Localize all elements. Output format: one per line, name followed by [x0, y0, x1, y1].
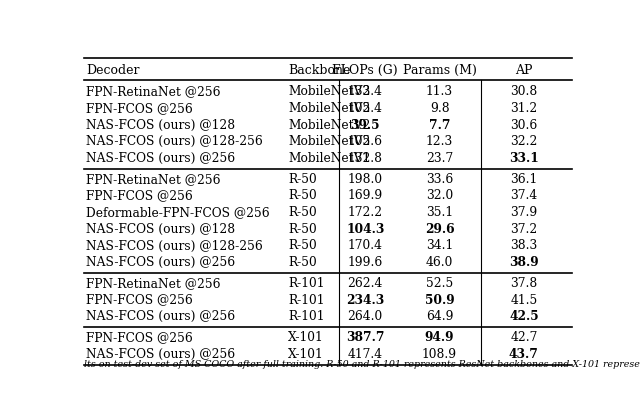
- Text: NAS-FCOS (ours) @128: NAS-FCOS (ours) @128: [86, 119, 236, 132]
- Text: Decoder: Decoder: [86, 64, 140, 77]
- Text: R-101: R-101: [288, 310, 325, 323]
- Text: 32.2: 32.2: [510, 135, 538, 149]
- Text: R-50: R-50: [288, 173, 317, 186]
- Text: Params (M): Params (M): [403, 64, 477, 77]
- Text: 37.2: 37.2: [510, 223, 538, 236]
- Text: FPN-FCOS @256: FPN-FCOS @256: [86, 331, 193, 344]
- Text: 387.7: 387.7: [346, 331, 385, 344]
- Text: 33.6: 33.6: [426, 173, 453, 186]
- Text: 198.0: 198.0: [348, 173, 383, 186]
- Text: 172.2: 172.2: [348, 206, 383, 219]
- Text: NAS-FCOS (ours) @256: NAS-FCOS (ours) @256: [86, 310, 236, 323]
- Text: MobileNetV2: MobileNetV2: [288, 152, 371, 165]
- Text: 37.4: 37.4: [510, 189, 538, 203]
- Text: 23.7: 23.7: [426, 152, 453, 165]
- Text: 32.0: 32.0: [426, 189, 453, 203]
- Text: 105.4: 105.4: [348, 102, 383, 115]
- Text: 12.3: 12.3: [426, 135, 453, 149]
- Text: 7.7: 7.7: [429, 119, 451, 132]
- Text: 36.1: 36.1: [510, 173, 538, 186]
- Text: 46.0: 46.0: [426, 256, 453, 269]
- Text: MobileNetV2: MobileNetV2: [288, 135, 371, 149]
- Text: FPN-FCOS @256: FPN-FCOS @256: [86, 294, 193, 307]
- Text: R-101: R-101: [288, 277, 325, 290]
- Text: 52.5: 52.5: [426, 277, 453, 290]
- Text: NAS-FCOS (ours) @256: NAS-FCOS (ours) @256: [86, 152, 236, 165]
- Text: FPN-RetinaNet @256: FPN-RetinaNet @256: [86, 277, 221, 290]
- Text: 64.9: 64.9: [426, 310, 453, 323]
- Text: FPN-FCOS @256: FPN-FCOS @256: [86, 189, 193, 203]
- Text: 94.9: 94.9: [425, 331, 454, 344]
- Text: 234.3: 234.3: [346, 294, 385, 307]
- Text: MobileNetV2: MobileNetV2: [288, 119, 371, 132]
- Text: 50.9: 50.9: [425, 294, 454, 307]
- Text: 169.9: 169.9: [348, 189, 383, 203]
- Text: 264.0: 264.0: [348, 310, 383, 323]
- Text: 9.8: 9.8: [430, 102, 449, 115]
- Text: NAS-FCOS (ours) @128-256: NAS-FCOS (ours) @128-256: [86, 135, 263, 149]
- Text: FPN-FCOS @256: FPN-FCOS @256: [86, 102, 193, 115]
- Text: 131.8: 131.8: [348, 152, 383, 165]
- Text: 11.3: 11.3: [426, 85, 453, 98]
- Text: 133.4: 133.4: [348, 85, 383, 98]
- Text: FLOPs (G): FLOPs (G): [332, 64, 398, 77]
- Text: 31.2: 31.2: [510, 102, 538, 115]
- Text: 262.4: 262.4: [348, 277, 383, 290]
- Text: NAS-FCOS (ours) @256: NAS-FCOS (ours) @256: [86, 256, 236, 269]
- Text: 33.1: 33.1: [509, 152, 539, 165]
- Text: 42.5: 42.5: [509, 310, 539, 323]
- Text: 37.8: 37.8: [510, 277, 538, 290]
- Text: 42.7: 42.7: [510, 331, 538, 344]
- Text: 41.5: 41.5: [510, 294, 538, 307]
- Text: 38.9: 38.9: [509, 256, 539, 269]
- Text: X-101: X-101: [288, 331, 324, 344]
- Text: FPN-RetinaNet @256: FPN-RetinaNet @256: [86, 85, 221, 98]
- Text: 105.6: 105.6: [348, 135, 383, 149]
- Text: 29.6: 29.6: [425, 223, 454, 236]
- Text: 43.7: 43.7: [509, 348, 539, 361]
- Text: X-101: X-101: [288, 348, 324, 361]
- Text: 108.9: 108.9: [422, 348, 457, 361]
- Text: Backbone: Backbone: [288, 64, 351, 77]
- Text: NAS-FCOS (ours) @128-256: NAS-FCOS (ours) @128-256: [86, 240, 263, 253]
- Text: 39.5: 39.5: [351, 119, 380, 132]
- Text: 38.3: 38.3: [510, 240, 538, 253]
- Text: lts on test-dev set of MS COCO after full training. R-50 and R-101 represents Re: lts on test-dev set of MS COCO after ful…: [84, 360, 640, 369]
- Text: AP: AP: [515, 64, 532, 77]
- Text: 35.1: 35.1: [426, 206, 453, 219]
- Text: 170.4: 170.4: [348, 240, 383, 253]
- Text: MobileNetV2: MobileNetV2: [288, 102, 371, 115]
- Text: R-50: R-50: [288, 206, 317, 219]
- Text: R-101: R-101: [288, 294, 325, 307]
- Text: NAS-FCOS (ours) @256: NAS-FCOS (ours) @256: [86, 348, 236, 361]
- Text: R-50: R-50: [288, 189, 317, 203]
- Text: 104.3: 104.3: [346, 223, 385, 236]
- Text: MobileNetV2: MobileNetV2: [288, 85, 371, 98]
- Text: 30.6: 30.6: [510, 119, 538, 132]
- Text: R-50: R-50: [288, 256, 317, 269]
- Text: 34.1: 34.1: [426, 240, 453, 253]
- Text: NAS-FCOS (ours) @128: NAS-FCOS (ours) @128: [86, 223, 236, 236]
- Text: 417.4: 417.4: [348, 348, 383, 361]
- Text: R-50: R-50: [288, 240, 317, 253]
- Text: 199.6: 199.6: [348, 256, 383, 269]
- Text: FPN-RetinaNet @256: FPN-RetinaNet @256: [86, 173, 221, 186]
- Text: 30.8: 30.8: [510, 85, 538, 98]
- Text: Deformable-FPN-FCOS @256: Deformable-FPN-FCOS @256: [86, 206, 270, 219]
- Text: R-50: R-50: [288, 223, 317, 236]
- Text: 37.9: 37.9: [510, 206, 538, 219]
